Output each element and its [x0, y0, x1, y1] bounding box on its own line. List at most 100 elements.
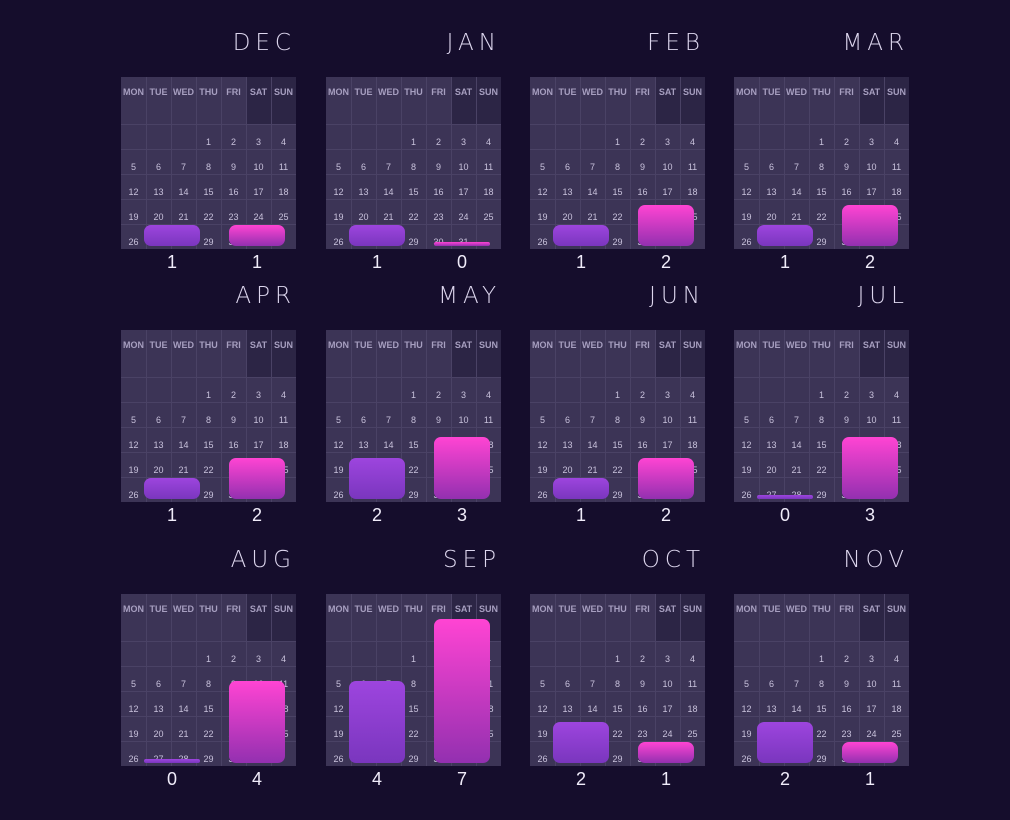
day-number: 16 [841, 187, 852, 197]
grid-line [401, 77, 402, 249]
grid-line [351, 594, 352, 766]
weekday-label: SUN [886, 604, 906, 614]
grid-line [680, 77, 681, 249]
grid-line [655, 594, 656, 766]
day-number: 20 [766, 212, 777, 222]
header-divider [530, 124, 705, 125]
day-number: 15 [408, 704, 419, 714]
day-number: 4 [485, 390, 491, 400]
calendar-jul: MON TUE WED THU FRI SAT SUN 1 2 3 4 5 6 7 8 9 10 11 12 13 14… [734, 330, 909, 502]
day-number: 11 [278, 162, 289, 172]
day-number: 12 [333, 704, 344, 714]
day-number: 12 [741, 440, 752, 450]
weekday-label: MON [328, 604, 349, 614]
day-number: 15 [612, 704, 623, 714]
day-number: 4 [689, 137, 695, 147]
weekday-label: TUE [558, 340, 577, 350]
day-number: 23 [433, 212, 444, 222]
grid-line [859, 594, 860, 766]
day-number: 13 [766, 187, 777, 197]
grid-line [530, 452, 705, 453]
header-divider [734, 641, 909, 642]
day-number: 15 [816, 704, 827, 714]
day-number: 19 [333, 465, 344, 475]
day-number: 18 [483, 187, 494, 197]
grid-line [734, 691, 909, 692]
value-label: 1 [166, 252, 177, 272]
month-title-may: MAY [438, 283, 501, 309]
day-number: 29 [203, 490, 214, 500]
day-number: 7 [589, 162, 595, 172]
day-number: 12 [741, 704, 752, 714]
day-number: 26 [741, 237, 752, 247]
day-number: 15 [816, 440, 827, 450]
day-number: 17 [253, 187, 264, 197]
grid-line [680, 594, 681, 766]
day-number: 9 [843, 679, 849, 689]
day-number: 15 [612, 187, 623, 197]
day-number: 9 [230, 415, 236, 425]
weekday-label: WED [378, 87, 399, 97]
weekday-label: WED [786, 604, 807, 614]
day-number: 20 [766, 465, 777, 475]
day-number: 7 [589, 415, 595, 425]
grid-line [351, 77, 352, 249]
grid-line [221, 77, 222, 249]
day-number: 13 [358, 187, 369, 197]
day-number: 15 [203, 187, 214, 197]
grid-line [376, 77, 377, 249]
grid-line [376, 330, 377, 502]
day-number: 10 [866, 162, 877, 172]
day-number: 19 [741, 465, 752, 475]
day-number: 17 [662, 187, 673, 197]
grid-line [221, 330, 222, 502]
day-number: 3 [868, 390, 874, 400]
month-title-feb: FEB [647, 30, 705, 56]
day-number: 11 [483, 415, 494, 425]
weekday-label: FRI [635, 340, 650, 350]
value-label: 0 [166, 769, 177, 789]
day-number: 20 [562, 212, 573, 222]
day-number: 8 [205, 415, 211, 425]
weekday-label: SUN [478, 340, 498, 350]
day-number: 5 [335, 415, 341, 425]
grid-line [121, 199, 296, 200]
grid-line [121, 149, 296, 150]
day-number: 9 [435, 415, 441, 425]
day-number: 14 [178, 440, 189, 450]
grid-line [605, 77, 606, 249]
day-number: 10 [458, 415, 469, 425]
day-number: 19 [128, 465, 139, 475]
grid-line [351, 330, 352, 502]
month-title-mar: MAR [842, 30, 909, 56]
grid-line [734, 402, 909, 403]
day-number: 1 [410, 137, 416, 147]
grid-line [734, 199, 909, 200]
weekday-label: THU [404, 87, 423, 97]
calendar-sep: MONTUEWEDTHUFRISATSUN1234567891011121314… [326, 594, 501, 766]
grid-line [605, 330, 606, 502]
grid-line [146, 330, 147, 502]
weekday-label: SAT [454, 340, 473, 350]
day-number: 4 [280, 654, 286, 664]
weekday-label: WED [173, 87, 194, 97]
grid-line [376, 594, 377, 766]
day-number: 4 [893, 137, 899, 147]
grid-line [451, 77, 452, 249]
day-number: 20 [153, 212, 164, 222]
day-number: 12 [741, 187, 752, 197]
day-number: 6 [155, 415, 161, 425]
day-number: 1 [614, 654, 620, 664]
day-number: 22 [408, 729, 419, 739]
day-number: 19 [128, 212, 139, 222]
day-number: 19 [741, 212, 752, 222]
bar-jul-1 [757, 495, 813, 499]
day-number: 7 [793, 415, 799, 425]
grid-line [859, 77, 860, 249]
day-number: 10 [662, 415, 673, 425]
day-number: 29 [612, 754, 623, 764]
weekday-label: WED [378, 604, 399, 614]
grid-line [759, 330, 760, 502]
weekday-label: FRI [226, 340, 241, 350]
weekday-label: FRI [839, 340, 854, 350]
